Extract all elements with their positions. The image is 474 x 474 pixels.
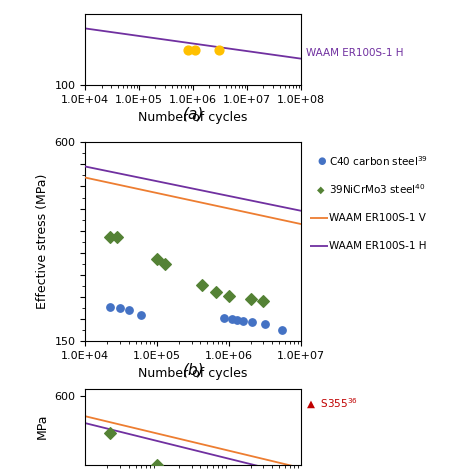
- Point: [239, 317, 246, 325]
- Point: [279, 327, 286, 334]
- Point: [125, 307, 132, 314]
- Text: ▲  S355$^{36}$: ▲ S355$^{36}$: [306, 397, 357, 411]
- Point: [198, 281, 206, 289]
- Point: [234, 316, 241, 324]
- Point: [260, 297, 267, 304]
- Point: [248, 318, 256, 326]
- Point: [212, 288, 219, 295]
- Text: C40 carbon steel$^{39}$: C40 carbon steel$^{39}$: [329, 154, 428, 168]
- Point: [154, 461, 161, 468]
- Point: [215, 46, 223, 54]
- Point: [228, 315, 236, 323]
- Point: [137, 311, 145, 319]
- Point: [184, 46, 191, 54]
- Y-axis label: Effective stress (MPa): Effective stress (MPa): [36, 174, 49, 310]
- Point: [162, 260, 169, 268]
- X-axis label: Number of cycles: Number of cycles: [138, 110, 248, 124]
- Y-axis label: MPa: MPa: [36, 414, 49, 439]
- Text: ◆: ◆: [317, 184, 324, 195]
- Text: (b): (b): [182, 363, 204, 377]
- Point: [220, 314, 228, 322]
- X-axis label: Number of cycles: Number of cycles: [138, 366, 248, 380]
- Point: [106, 430, 114, 438]
- Point: [154, 255, 161, 263]
- Text: WAAM ER100S-1 H: WAAM ER100S-1 H: [329, 241, 427, 252]
- Text: (a): (a): [182, 107, 204, 121]
- Point: [247, 295, 255, 303]
- Point: [106, 234, 114, 241]
- Point: [116, 304, 123, 312]
- Point: [114, 234, 121, 241]
- Text: 39NiCrMo3 steel$^{40}$: 39NiCrMo3 steel$^{40}$: [329, 182, 426, 197]
- Point: [106, 303, 114, 310]
- Text: WAAM ER100S-1 H: WAAM ER100S-1 H: [306, 48, 403, 58]
- Text: WAAM ER100S-1 V: WAAM ER100S-1 V: [329, 213, 426, 223]
- Point: [225, 292, 233, 300]
- Text: ●: ●: [318, 156, 326, 166]
- Point: [191, 46, 199, 54]
- Point: [262, 320, 269, 328]
